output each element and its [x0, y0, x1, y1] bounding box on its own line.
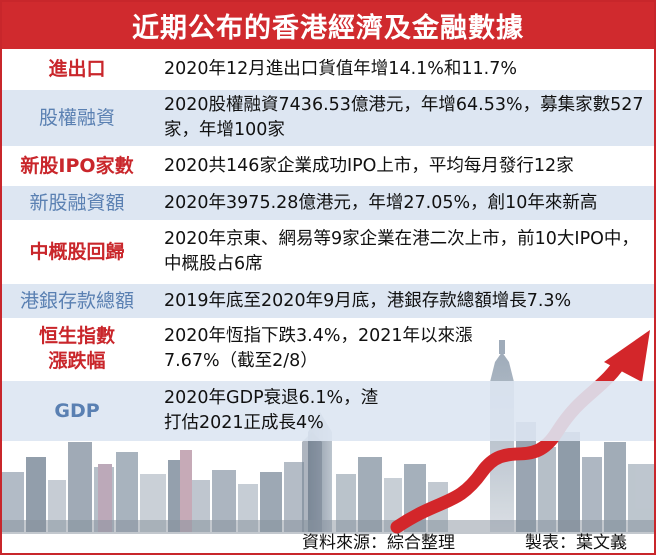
row-label: GDP — [54, 399, 100, 422]
row-label: 新股融資額 — [29, 191, 125, 214]
data-row-ipo-amount: 新股融資額 2020年3975.28億港元，年增27.05%，創10年來新高 — [2, 186, 654, 220]
row-label: 新股IPO家數 — [20, 154, 134, 177]
row-value: 2020共146家企業成功IPO上市，平均每月發行12家 — [164, 155, 574, 176]
data-row-bank-deposits: 港銀存款總額 2019年底至2020年9月底，港銀存款總額增長7.3% — [2, 284, 654, 318]
data-row-gdp: GDP 2020年GDP衰退6.1%，渣打估2021正成長4% — [2, 381, 654, 441]
row-label: 港銀存款總額 — [19, 289, 134, 312]
data-row-imports-exports: 進出口 2020年12月進出口貨值年增14.1%和11.7% — [2, 52, 654, 86]
maker-credit: 製表：葉文義 — [525, 533, 627, 553]
row-value: 2020年GDP衰退6.1%，渣打估2021正成長4% — [164, 388, 379, 433]
data-row-china-concept-stocks: 中概股回歸 2020年京東、網易等9家企業在港二次上市，前10大IPO中，中概股… — [2, 223, 654, 281]
row-value: 2019年底至2020年9月底，港銀存款總額增長7.3% — [164, 290, 572, 311]
row-label: 進出口 — [48, 57, 106, 80]
row-value: 2020年3975.28億港元，年增27.05%，創10年來新高 — [164, 192, 598, 213]
row-value: 2020股權融資7436.53億港元，年增64.53%，募集家數527家，年增1… — [164, 95, 644, 140]
row-value: 2020年12月進出口貨值年增14.1%和11.7% — [164, 58, 517, 79]
data-row-ipo-count: 新股IPO家數 2020共146家企業成功IPO上市，平均每月發行12家 — [2, 149, 654, 183]
footer-credits: 資料來源：綜合整理 製表：葉文義 — [2, 526, 654, 553]
data-row-hang-seng-index: 恒生指數漲跌幅 2020年恆指下跌3.4%，2021年以來漲7.67%（截至2/… — [2, 320, 654, 378]
source-credit: 資料來源：綜合整理 — [302, 533, 455, 553]
page-title: 近期公布的香港經濟及金融數據 — [2, 2, 654, 49]
row-value: 2020年京東、網易等9家企業在港二次上市，前10大IPO中，中概股占6席 — [164, 229, 639, 274]
row-label: 恒生指數漲跌幅 — [38, 325, 115, 372]
row-label: 股權融資 — [38, 106, 115, 129]
data-row-equity-financing: 股權融資 2020股權融資7436.53億港元，年增64.53%，募集家數527… — [2, 90, 654, 146]
row-value: 2020年恆指下跌3.4%，2021年以來漲7.67%（截至2/8） — [164, 326, 473, 371]
row-label: 中概股回歸 — [29, 240, 125, 263]
